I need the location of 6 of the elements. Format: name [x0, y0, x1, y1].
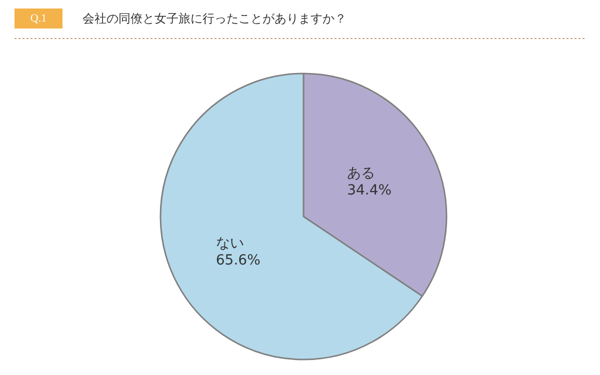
data-label: 34.4%: [347, 182, 392, 198]
slice-label: ある: [347, 166, 376, 182]
chart-title: 会社の同僚と女子旅に行ったことがありますか？: [82, 12, 346, 26]
data-label: 65.6%: [216, 252, 260, 268]
slice-label: ない: [216, 236, 244, 252]
text: Q.1: [30, 12, 47, 24]
